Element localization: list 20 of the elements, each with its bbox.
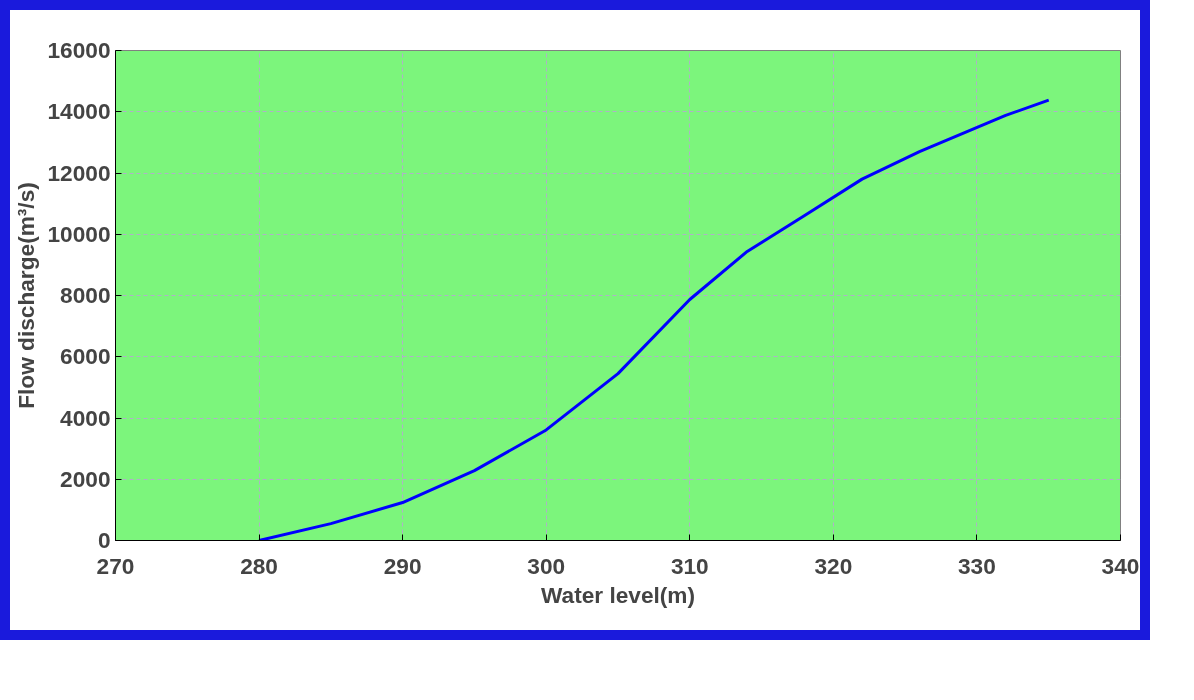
y-tick-label: 8000 (60, 282, 111, 308)
x-tick-label: 290 (383, 552, 422, 579)
y-axis-title: Flow discharge(m³/s) (13, 182, 40, 409)
y-tick-label: 2000 (60, 465, 111, 492)
y-tick-label: 14000 (47, 98, 111, 125)
y-tick-label: 6000 (60, 343, 111, 370)
x-tick-label: 320 (814, 552, 853, 579)
x-tick-label: 280 (240, 552, 278, 579)
y-tick-label: 10000 (47, 220, 111, 247)
x-axis-title: Water level(m) (540, 581, 696, 608)
x-tick-label: 330 (958, 552, 996, 579)
x-tick-label: 300 (527, 552, 566, 579)
x-tick-label: 270 (96, 552, 135, 579)
x-tick-label: 310 (670, 552, 709, 579)
y-tick-label: 16000 (47, 37, 111, 63)
y-tick-label: 0 (97, 527, 111, 553)
x-tick-label: 340 (1101, 552, 1140, 579)
line-series (257, 98, 1051, 541)
y-tick-label: 4000 (60, 404, 111, 431)
y-tick-label: 12000 (47, 159, 111, 186)
